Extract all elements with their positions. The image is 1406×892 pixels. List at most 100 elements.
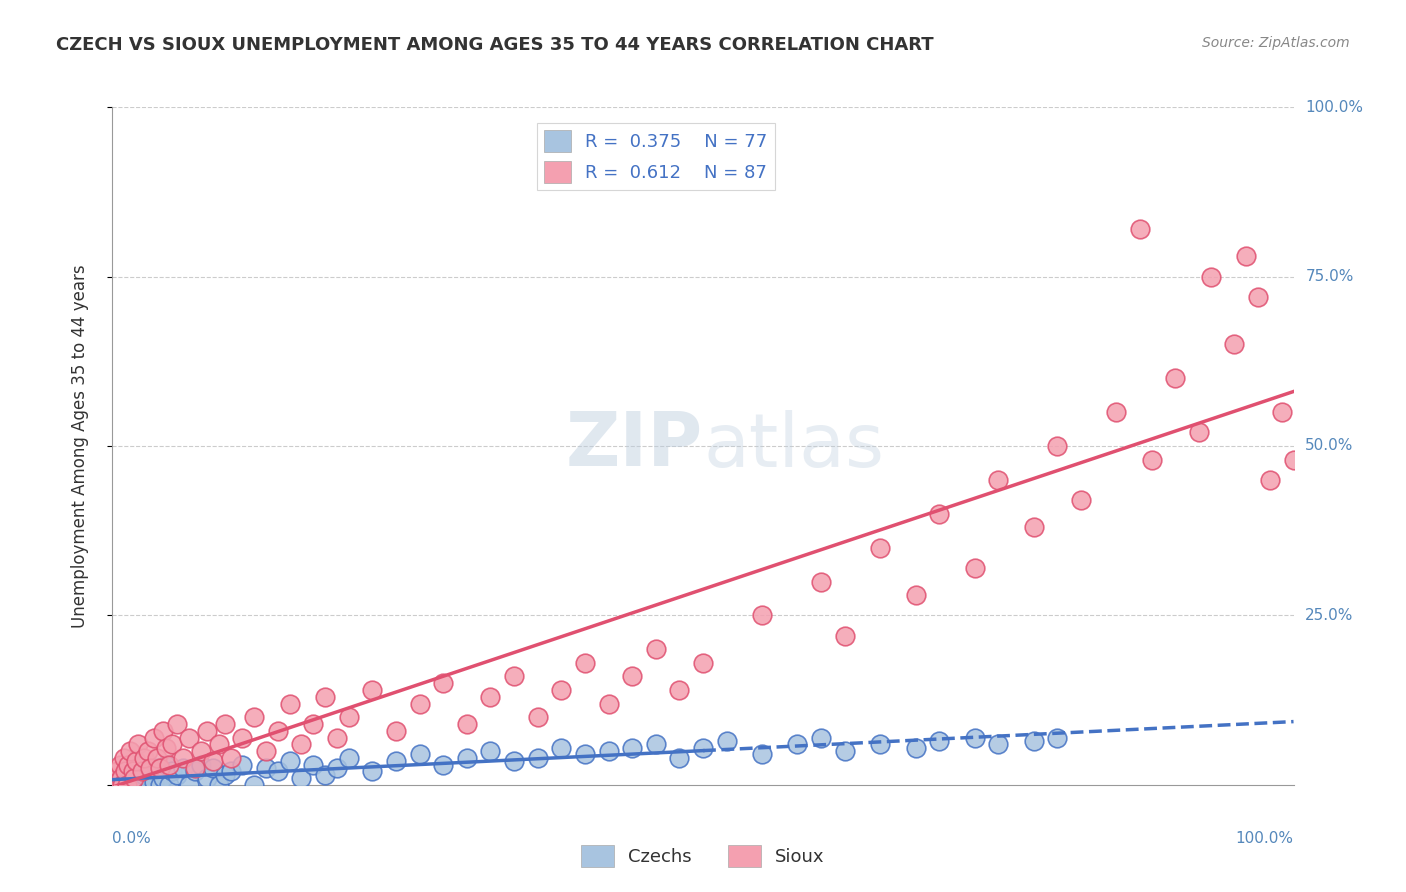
Point (120, 744, 142, 758)
Point (155, 740, 177, 755)
Point (125, 754, 148, 768)
Point (1247, 290, 1270, 304)
Point (214, 768, 236, 782)
Point (122, 771, 145, 785)
Point (810, 731, 832, 745)
Point (231, 757, 253, 772)
Point (479, 690, 502, 704)
Point (136, 764, 159, 779)
Point (107, 774, 129, 789)
Point (243, 778, 266, 792)
Point (598, 744, 620, 758)
Point (550, 740, 572, 755)
Point (112, 751, 135, 765)
Point (326, 761, 349, 775)
Point (104, 778, 127, 792)
Point (195, 723, 218, 738)
Point (219, 751, 242, 765)
Point (598, 697, 620, 711)
Point (149, 778, 172, 792)
Point (692, 656, 714, 670)
Point (1199, 269, 1222, 284)
Point (190, 744, 212, 758)
Point (963, 561, 986, 575)
Point (692, 740, 714, 755)
Point (101, 778, 124, 792)
Point (1105, 405, 1128, 419)
Point (105, 778, 128, 792)
Point (302, 717, 325, 731)
Point (201, 754, 224, 768)
Point (574, 656, 596, 670)
Legend: Czechs, Sioux: Czechs, Sioux (574, 838, 832, 874)
Point (101, 778, 124, 792)
Point (149, 761, 172, 775)
Point (1046, 439, 1069, 453)
Point (963, 731, 986, 745)
Point (668, 751, 690, 765)
Point (267, 723, 290, 738)
Point (152, 723, 174, 738)
Point (103, 774, 125, 789)
Point (786, 737, 808, 751)
Point (208, 737, 231, 751)
Point (1046, 731, 1069, 745)
Point (254, 744, 277, 758)
Text: 25.0%: 25.0% (1305, 608, 1354, 623)
Text: ZIP: ZIP (565, 409, 703, 483)
Point (1140, 452, 1163, 467)
Point (1282, 452, 1305, 467)
Point (408, 697, 430, 711)
Point (987, 737, 1010, 751)
Point (134, 751, 156, 765)
Point (131, 778, 153, 792)
Point (166, 717, 188, 731)
Text: 100.0%: 100.0% (1236, 831, 1294, 846)
Point (107, 778, 129, 792)
Point (869, 737, 891, 751)
Point (302, 757, 325, 772)
Point (127, 771, 149, 785)
Point (108, 774, 131, 789)
Point (337, 710, 360, 724)
Text: 75.0%: 75.0% (1305, 269, 1354, 284)
Point (121, 778, 143, 792)
Point (142, 774, 165, 789)
Point (928, 734, 950, 748)
Point (869, 541, 891, 555)
Point (184, 761, 207, 775)
Point (1258, 473, 1281, 487)
Point (254, 761, 277, 775)
Point (120, 764, 142, 779)
Point (201, 761, 224, 775)
Point (621, 669, 644, 683)
Point (326, 731, 349, 745)
Point (644, 642, 666, 657)
Point (574, 747, 596, 762)
Point (127, 737, 149, 751)
Point (668, 683, 690, 698)
Point (114, 764, 136, 779)
Point (621, 740, 644, 755)
Point (142, 731, 165, 745)
Point (550, 683, 572, 698)
Point (104, 771, 127, 785)
Point (834, 744, 856, 758)
Point (105, 778, 128, 792)
Point (155, 757, 177, 772)
Point (337, 751, 360, 765)
Point (1271, 405, 1294, 419)
Text: 100.0%: 100.0% (1305, 100, 1364, 114)
Point (184, 764, 207, 779)
Point (136, 744, 159, 758)
Point (105, 778, 128, 792)
Point (278, 754, 301, 768)
Point (190, 757, 212, 772)
Point (526, 710, 548, 724)
Point (110, 778, 132, 792)
Point (152, 771, 174, 785)
Point (157, 757, 180, 772)
Point (208, 778, 231, 792)
Point (361, 683, 384, 698)
Point (751, 608, 773, 623)
